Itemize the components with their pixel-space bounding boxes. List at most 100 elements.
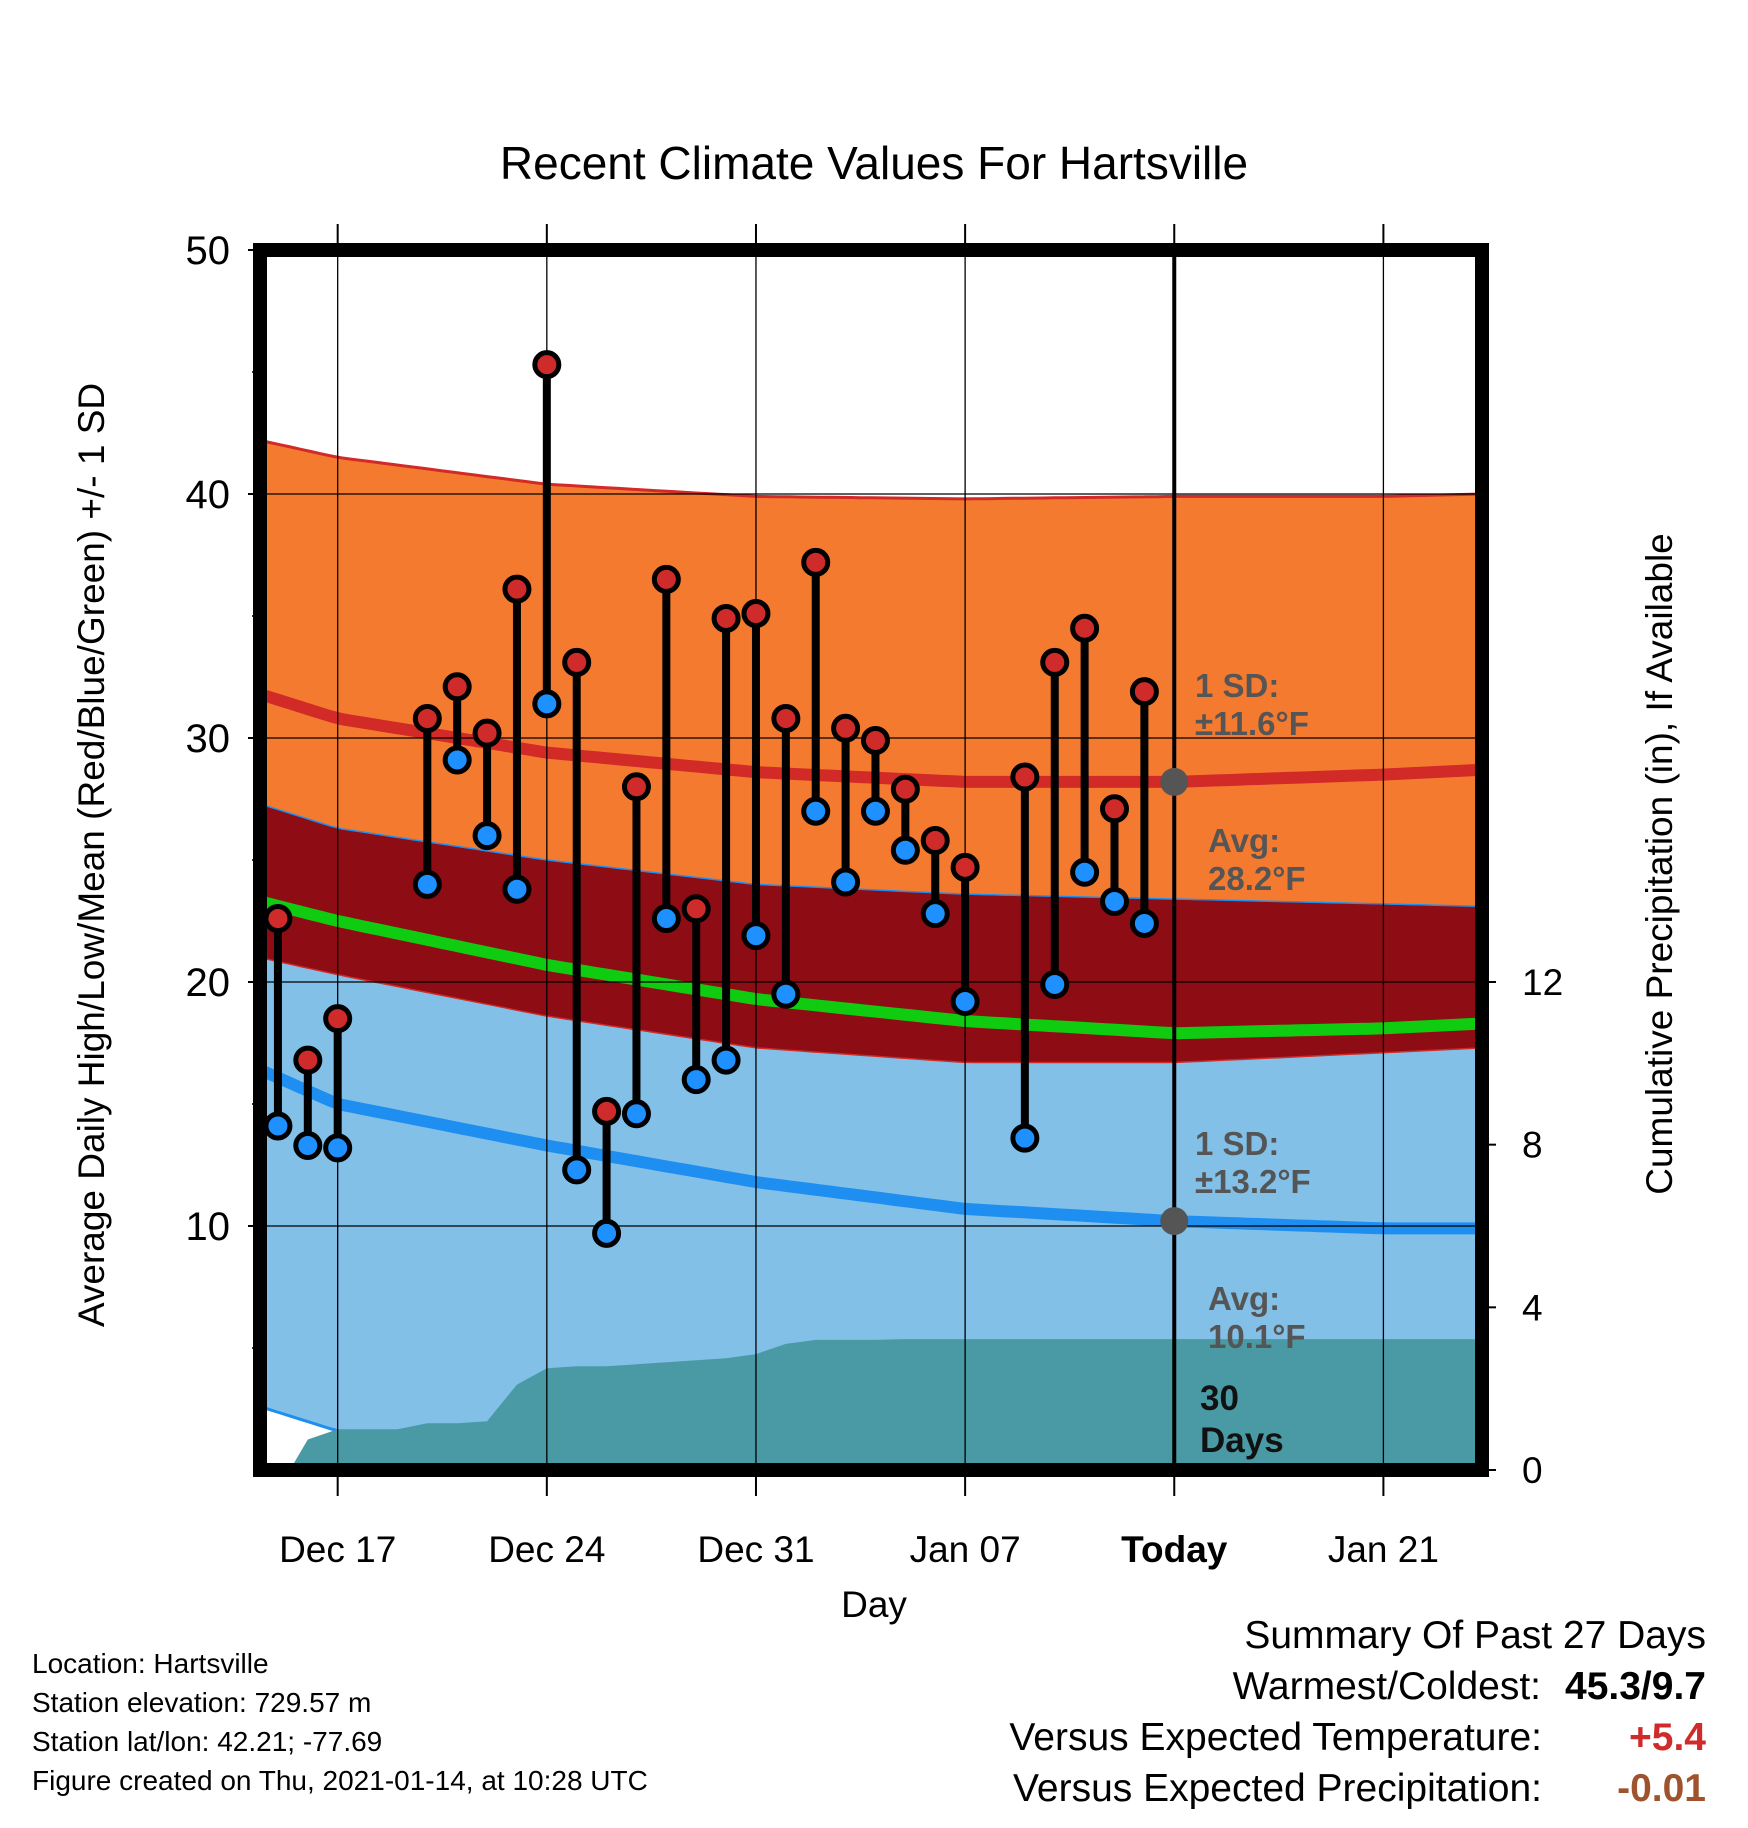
low-avg-value: 10.1°F [1208, 1318, 1306, 1355]
today-normal-low-marker [1160, 1207, 1189, 1236]
observed-high-point [711, 603, 741, 633]
today-normal-high-marker [1160, 767, 1189, 796]
observed-high-point [263, 904, 293, 934]
observed-high-point [532, 350, 562, 380]
observed-high-point [890, 774, 920, 804]
x-tick-label: Today [1121, 1529, 1228, 1570]
normal-mean-line [260, 895, 1482, 1040]
plot-area [260, 250, 1482, 1470]
observed-high-point [771, 703, 801, 733]
low-plus-sd-edge [260, 956, 1482, 1064]
x-tick-label: Dec 31 [697, 1529, 814, 1570]
summary-precip-row: Versus Expected Precipitation: -0.01 [1009, 1763, 1706, 1814]
temp-vs-expected-label: Versus Expected Temperature: [1009, 1716, 1542, 1759]
summary-warm-cold-row: Warmest/Coldest: 45.3/9.7 [1009, 1661, 1706, 1712]
x-axis-label: Day [841, 1584, 907, 1625]
observed-high-point [1070, 613, 1100, 643]
chart-title: Recent Climate Values For Hartsville [499, 137, 1249, 189]
observed-high-point [442, 672, 472, 702]
low-sd-annotation: 1 SD: ±13.2°F [1195, 1125, 1311, 1201]
right-tick-label: 4 [1522, 1287, 1543, 1328]
x-tick-label: Dec 24 [488, 1529, 605, 1570]
summary-panel: Summary Of Past 27 Days Warmest/Coldest:… [1009, 1610, 1706, 1814]
observed-high-point [1010, 762, 1040, 792]
low-sd-value: ±13.2°F [1195, 1163, 1311, 1200]
mid-band [260, 803, 1482, 1063]
normal-high-line [260, 688, 1482, 788]
observed-low-point [860, 796, 890, 826]
days-annotation: 30 Days [1200, 1378, 1284, 1462]
observed-low-point [472, 821, 502, 851]
observed-high-point [592, 1096, 622, 1126]
observed-high-point [502, 574, 532, 604]
observed-low-point [681, 1065, 711, 1095]
high-avg-value: 28.2°F [1208, 860, 1306, 897]
observed-low-point [801, 796, 831, 826]
precip-area [289, 1339, 1482, 1470]
precip-vs-expected-label: Versus Expected Precipitation: [1013, 1767, 1542, 1810]
observed-low-point [532, 689, 562, 719]
observed-low-point [323, 1133, 353, 1163]
summary-heading: Summary Of Past 27 Days [1244, 1614, 1706, 1657]
observed-low-point [890, 835, 920, 865]
left-tick-label: 40 [186, 473, 231, 517]
observed-high-point [920, 825, 950, 855]
station-latlon: Station lat/lon: 42.21; -77.69 [32, 1726, 383, 1757]
x-tick-label: Dec 17 [279, 1529, 396, 1570]
days-count: 30 [1200, 1379, 1239, 1418]
left-axis-label: Average Daily High/Low/Mean (Red/Blue/Gr… [71, 382, 112, 1328]
station-info: Location: Hartsville Station elevation: … [32, 1644, 648, 1800]
observed-low-point [1129, 908, 1159, 938]
x-tick-label: Jan 07 [910, 1529, 1021, 1570]
observed-high-point [323, 1004, 353, 1034]
right-tick-label: 12 [1522, 962, 1563, 1003]
observed-low-point [442, 745, 472, 775]
observed-low-point [950, 987, 980, 1017]
observed-high-point [562, 647, 592, 677]
left-tick-label: 10 [186, 1205, 231, 1249]
left-tick-label: 20 [186, 961, 231, 1005]
observed-low-point [1040, 969, 1070, 999]
observed-high-point [831, 713, 861, 743]
observed-high-point [741, 599, 771, 629]
observed-low-point [592, 1218, 622, 1248]
observed-low-point [1070, 857, 1100, 887]
right-axis-label: Cumulative Precipitation (in), If Availa… [1639, 533, 1680, 1195]
right-tick-label: 0 [1522, 1450, 1543, 1491]
observed-high-point [1040, 647, 1070, 677]
normal-low-line [260, 1064, 1482, 1235]
observed-high-point [681, 894, 711, 924]
figure-created: Figure created on Thu, 2021-01-14, at 10… [32, 1765, 648, 1796]
low-avg-label: Avg: [1208, 1280, 1281, 1317]
precip-vs-expected-value: -0.01 [1617, 1767, 1706, 1810]
low-avg-annotation: Avg: 10.1°F [1208, 1280, 1306, 1356]
station-elevation: Station elevation: 729.57 m [32, 1687, 372, 1718]
high-plus-sd-edge [260, 438, 1482, 501]
high-sd-annotation: 1 SD: ±11.6°F [1195, 667, 1309, 743]
warm-cold-value: 45.3/9.7 [1565, 1665, 1706, 1708]
temp-vs-expected-value: +5.4 [1629, 1716, 1706, 1759]
observed-low-point [711, 1045, 741, 1075]
low-sd-label: 1 SD: [1195, 1125, 1280, 1162]
observed-low-point [293, 1130, 323, 1160]
observed-low-point [1010, 1123, 1040, 1153]
observed-low-point [562, 1155, 592, 1185]
high-sd-label: 1 SD: [1195, 667, 1280, 704]
observed-high-point [950, 852, 980, 882]
left-tick-label: 30 [186, 717, 231, 761]
observed-low-point [651, 904, 681, 934]
observed-high-point [1100, 794, 1130, 824]
left-tick-label: 50 [186, 229, 231, 273]
station-location: Location: Hartsville [32, 1648, 269, 1679]
observed-high-point [801, 547, 831, 577]
observed-low-point [502, 874, 532, 904]
summary-temp-row: Versus Expected Temperature: +5.4 [1009, 1712, 1706, 1763]
high-sd-value: ±11.6°F [1195, 705, 1309, 742]
observed-high-point [651, 564, 681, 594]
observed-low-point [741, 921, 771, 951]
observed-high-point [412, 703, 442, 733]
observed-high-point [1129, 677, 1159, 707]
observed-low-point [920, 899, 950, 929]
high-avg-annotation: Avg: 28.2°F [1208, 822, 1306, 898]
